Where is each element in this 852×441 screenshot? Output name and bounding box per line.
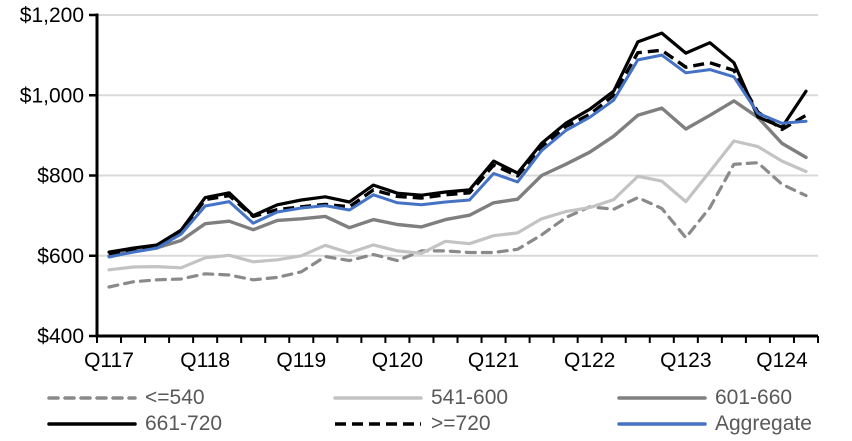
legend-item-aggregate: Aggregate	[617, 411, 812, 437]
series-line-540	[107, 161, 808, 289]
x-axis-tick-label: Q119	[276, 349, 326, 372]
series-line-601660	[107, 99, 808, 258]
x-axis-tick-label: Q118	[180, 349, 230, 372]
series-line-661720	[107, 31, 808, 254]
x-axis-tick-label: Q120	[372, 349, 423, 372]
y-axis-tick-label: $1,000	[20, 84, 84, 107]
legend-item-661-720: 661-720	[47, 411, 222, 437]
legend-label-ge720: >=720	[431, 412, 491, 435]
blue-line-swatch	[617, 422, 707, 426]
gray-line-swatch	[617, 396, 707, 400]
series-line-Aggregate	[107, 53, 808, 259]
y-axis-tick-label: $400	[37, 325, 84, 348]
series-line-720	[108, 48, 807, 256]
x-axis-tick-label: Q123	[660, 349, 711, 372]
y-axis-tick-label: $800	[37, 165, 84, 188]
legend-item-ge720: >=720	[333, 411, 491, 437]
legend-label-541-600: 541-600	[431, 386, 509, 409]
legend-item-le540: <=540	[47, 385, 205, 411]
legend-label-661-720: 661-720	[145, 412, 223, 435]
legend-label-aggregate: Aggregate	[715, 412, 812, 435]
x-axis-tick-label: Q124	[756, 349, 808, 372]
chart-canvas: $400 $600 $800 $1,000 $1,200 Q117 Q118 Q119 Q120…	[20, 4, 819, 372]
y-axis-tick-label: $1,200	[20, 4, 84, 27]
light-gray-line-swatch	[333, 396, 423, 400]
legend-item-601-660: 601-660	[617, 385, 792, 411]
legend-label-601-660: 601-660	[715, 386, 793, 409]
legend-label-le540: <=540	[145, 386, 205, 409]
dashed-gray-line-swatch	[47, 396, 137, 400]
x-axis-tick-label: Q117	[84, 349, 134, 372]
series-line-541600	[107, 139, 808, 272]
y-axis-tick-label: $600	[37, 245, 84, 268]
x-axis-tick-label: Q121	[468, 349, 519, 372]
black-line-swatch	[47, 422, 137, 426]
x-axis-tick-label: Q122	[564, 349, 615, 372]
legend-item-541-600: 541-600	[333, 385, 508, 411]
dashed-black-line-swatch	[335, 422, 421, 426]
